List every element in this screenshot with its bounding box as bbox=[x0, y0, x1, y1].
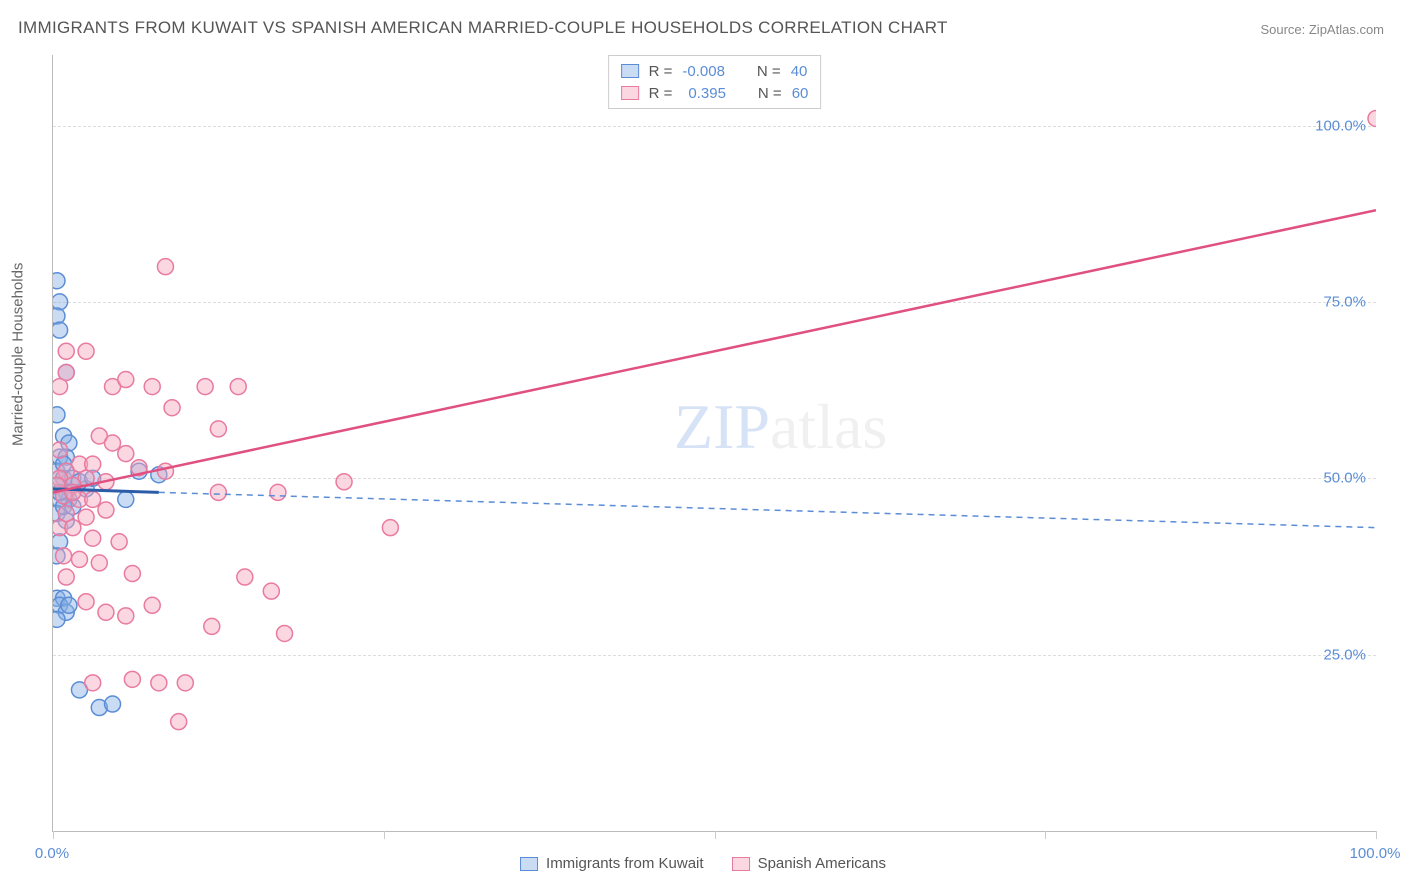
data-point bbox=[118, 446, 134, 462]
data-point bbox=[111, 534, 127, 550]
data-point bbox=[157, 259, 173, 275]
x-tick bbox=[1376, 831, 1377, 839]
data-point bbox=[151, 675, 167, 691]
correlation-chart: IMMIGRANTS FROM KUWAIT VS SPANISH AMERIC… bbox=[0, 0, 1406, 892]
n-label: N = bbox=[757, 63, 781, 80]
data-point bbox=[263, 583, 279, 599]
data-point bbox=[177, 675, 193, 691]
r-value-2: 0.395 bbox=[688, 85, 726, 102]
data-point bbox=[85, 491, 101, 507]
data-point bbox=[210, 421, 226, 437]
n-value-2: 60 bbox=[792, 85, 809, 102]
x-tick bbox=[53, 831, 54, 839]
scatter-svg bbox=[53, 55, 1376, 831]
legend-swatch-series-1 bbox=[621, 64, 639, 78]
data-point bbox=[157, 463, 173, 479]
data-point bbox=[144, 379, 160, 395]
data-point bbox=[277, 625, 293, 641]
plot-area: R = -0.008 N = 40 R = 0.395 N = 60 ZIPat… bbox=[52, 55, 1376, 832]
data-point bbox=[85, 675, 101, 691]
data-point bbox=[336, 474, 352, 490]
legend-swatch-series-2 bbox=[732, 857, 750, 871]
legend-row: R = 0.395 N = 60 bbox=[621, 82, 809, 104]
trend-line bbox=[53, 210, 1376, 492]
data-point bbox=[204, 618, 220, 634]
data-point bbox=[53, 322, 68, 338]
x-tick-label: 100.0% bbox=[1350, 845, 1401, 862]
data-point bbox=[53, 611, 65, 627]
data-point bbox=[58, 569, 74, 585]
source-attribution: Source: ZipAtlas.com bbox=[1260, 22, 1384, 37]
x-tick bbox=[715, 831, 716, 839]
r-label: R = bbox=[649, 85, 673, 102]
r-label: R = bbox=[649, 63, 673, 80]
data-point bbox=[270, 484, 286, 500]
trend-line-dashed bbox=[159, 492, 1376, 527]
data-point bbox=[105, 435, 121, 451]
correlation-legend: R = -0.008 N = 40 R = 0.395 N = 60 bbox=[608, 55, 822, 109]
data-point bbox=[118, 372, 134, 388]
data-point bbox=[237, 569, 253, 585]
data-point bbox=[53, 442, 68, 458]
data-point bbox=[164, 400, 180, 416]
data-point bbox=[71, 551, 87, 567]
legend-label-2: Spanish Americans bbox=[758, 855, 886, 872]
data-point bbox=[58, 343, 74, 359]
data-point bbox=[98, 604, 114, 620]
data-point bbox=[53, 273, 65, 289]
x-tick-label: 0.0% bbox=[35, 845, 69, 862]
data-point bbox=[230, 379, 246, 395]
data-point bbox=[382, 520, 398, 536]
data-point bbox=[210, 484, 226, 500]
data-point bbox=[124, 566, 140, 582]
legend-swatch-series-2 bbox=[621, 86, 639, 100]
n-value-1: 40 bbox=[791, 63, 808, 80]
data-point bbox=[61, 597, 77, 613]
data-point bbox=[197, 379, 213, 395]
n-label: N = bbox=[758, 85, 782, 102]
data-point bbox=[144, 597, 160, 613]
data-point bbox=[1368, 110, 1376, 126]
data-point bbox=[171, 714, 187, 730]
data-point bbox=[118, 608, 134, 624]
data-point bbox=[78, 509, 94, 525]
data-point bbox=[124, 671, 140, 687]
chart-title: IMMIGRANTS FROM KUWAIT VS SPANISH AMERIC… bbox=[18, 18, 948, 38]
legend-item: Spanish Americans bbox=[732, 855, 886, 872]
data-point bbox=[53, 407, 65, 423]
x-tick bbox=[1045, 831, 1046, 839]
legend-swatch-series-1 bbox=[520, 857, 538, 871]
data-point bbox=[53, 379, 68, 395]
legend-row: R = -0.008 N = 40 bbox=[621, 60, 809, 82]
data-point bbox=[105, 696, 121, 712]
data-point bbox=[65, 520, 81, 536]
r-value-1: -0.008 bbox=[682, 63, 725, 80]
data-point bbox=[98, 502, 114, 518]
series-legend: Immigrants from Kuwait Spanish Americans bbox=[520, 855, 886, 872]
x-tick bbox=[384, 831, 385, 839]
legend-label-1: Immigrants from Kuwait bbox=[546, 855, 704, 872]
data-point bbox=[56, 548, 72, 564]
data-point bbox=[118, 491, 134, 507]
legend-item: Immigrants from Kuwait bbox=[520, 855, 704, 872]
data-point bbox=[78, 343, 94, 359]
data-point bbox=[78, 594, 94, 610]
data-point bbox=[85, 530, 101, 546]
data-point bbox=[91, 555, 107, 571]
y-axis-label: Married-couple Households bbox=[10, 263, 27, 446]
